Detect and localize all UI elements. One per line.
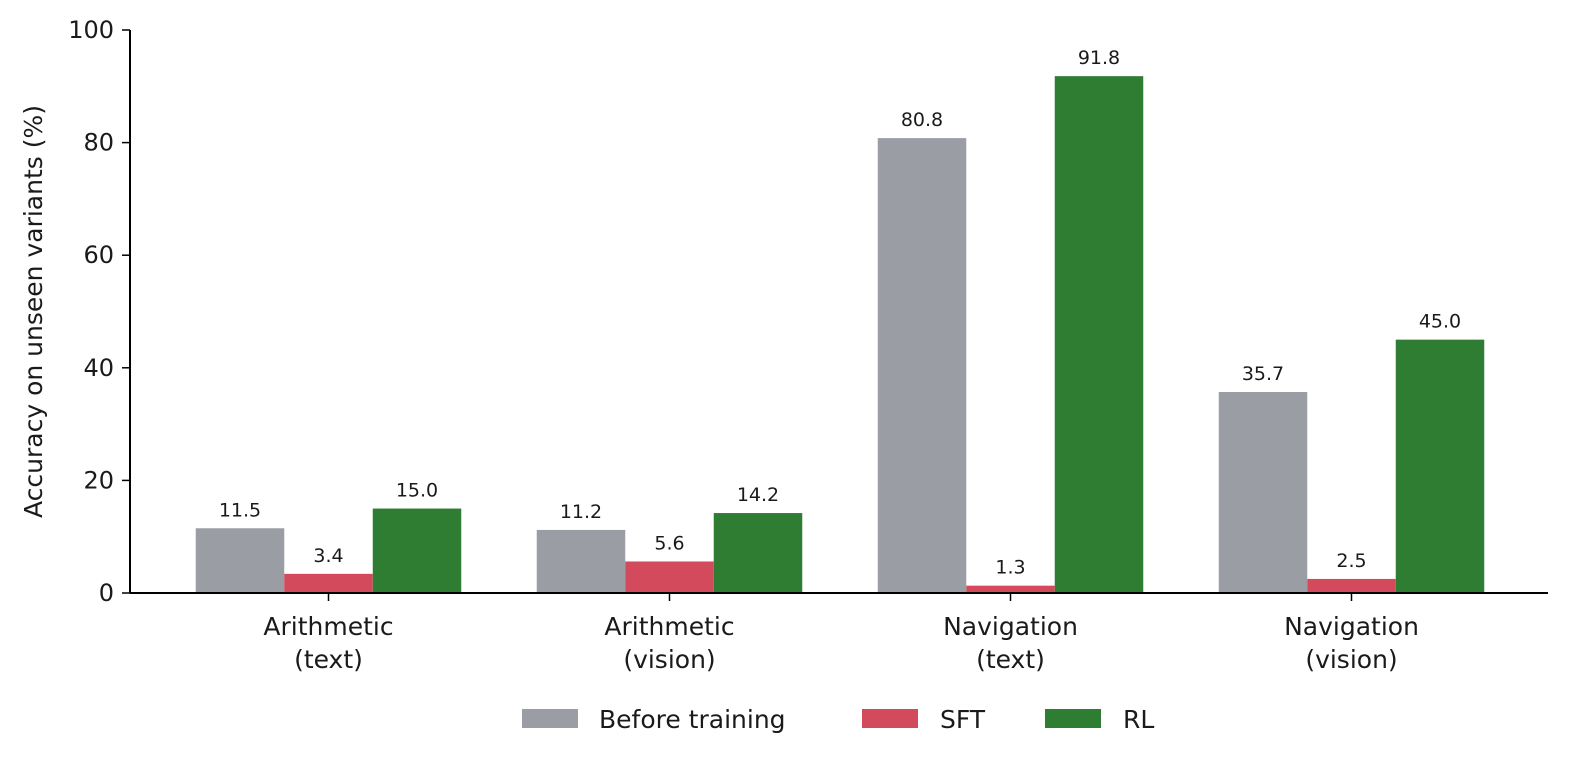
data-label: 11.2 bbox=[560, 501, 602, 523]
legend-label: SFT bbox=[940, 705, 986, 734]
legend-swatch bbox=[1045, 709, 1101, 728]
y-tick-label: 100 bbox=[68, 16, 114, 44]
data-label: 3.4 bbox=[313, 545, 343, 567]
bar-1-3 bbox=[877, 138, 967, 593]
data-label: 35.7 bbox=[1242, 363, 1284, 385]
bar-2-4 bbox=[1307, 578, 1396, 593]
data-label: 14.2 bbox=[737, 484, 779, 506]
data-label: 5.6 bbox=[654, 532, 684, 554]
data-label: 1.3 bbox=[995, 557, 1025, 579]
x-tick-label: (text) bbox=[976, 645, 1045, 674]
legend-swatch bbox=[862, 709, 918, 728]
bar-3-4 bbox=[1395, 339, 1485, 593]
bar-1-1 bbox=[195, 528, 285, 593]
x-tick-label: Arithmetic bbox=[263, 612, 393, 641]
y-tick-label: 0 bbox=[99, 579, 114, 607]
data-label: 15.0 bbox=[396, 480, 438, 502]
bar-2-2 bbox=[625, 561, 714, 593]
x-tick-label: Arithmetic bbox=[604, 612, 734, 641]
y-tick-label: 20 bbox=[83, 466, 114, 494]
bar-3-1 bbox=[372, 508, 462, 593]
x-tick-label: (vision) bbox=[1305, 645, 1397, 674]
bar-3-2 bbox=[713, 513, 803, 593]
x-tick-label: Navigation bbox=[943, 612, 1078, 641]
bar-1-4 bbox=[1218, 392, 1308, 593]
y-tick-label: 80 bbox=[83, 129, 114, 157]
legend-label: RL bbox=[1123, 705, 1154, 734]
data-label: 11.5 bbox=[219, 499, 261, 521]
x-tick-label: (vision) bbox=[623, 645, 715, 674]
axes-layer: 0 20 40 60 80 100 Arithmetic (text) Arithmetic (v… bbox=[19, 16, 1548, 674]
x-tick-label: (text) bbox=[294, 645, 363, 674]
data-label: 2.5 bbox=[1336, 550, 1366, 572]
bar-3-3 bbox=[1054, 76, 1144, 593]
x-tick-label: Navigation bbox=[1284, 612, 1419, 641]
y-axis-title: Accuracy on unseen variants (%) bbox=[19, 105, 48, 518]
data-label: 91.8 bbox=[1078, 47, 1120, 69]
bar-2-1 bbox=[284, 573, 373, 593]
legend: Before training SFT RL bbox=[522, 705, 1154, 734]
data-labels-layer: 11.5 3.4 15.0 11.2 5.6 14.2 80.8 1.3 91.8 35.7 2.5… bbox=[219, 47, 1461, 579]
bar-2-3 bbox=[966, 585, 1055, 593]
y-tick-label: 60 bbox=[83, 241, 114, 269]
legend-label: Before training bbox=[599, 705, 786, 734]
data-label: 80.8 bbox=[901, 109, 943, 131]
legend-swatch bbox=[522, 709, 578, 728]
data-label: 45.0 bbox=[1419, 311, 1461, 333]
bar-1-2 bbox=[536, 529, 626, 593]
bars-layer bbox=[195, 76, 1485, 593]
y-tick-label: 40 bbox=[83, 354, 114, 382]
